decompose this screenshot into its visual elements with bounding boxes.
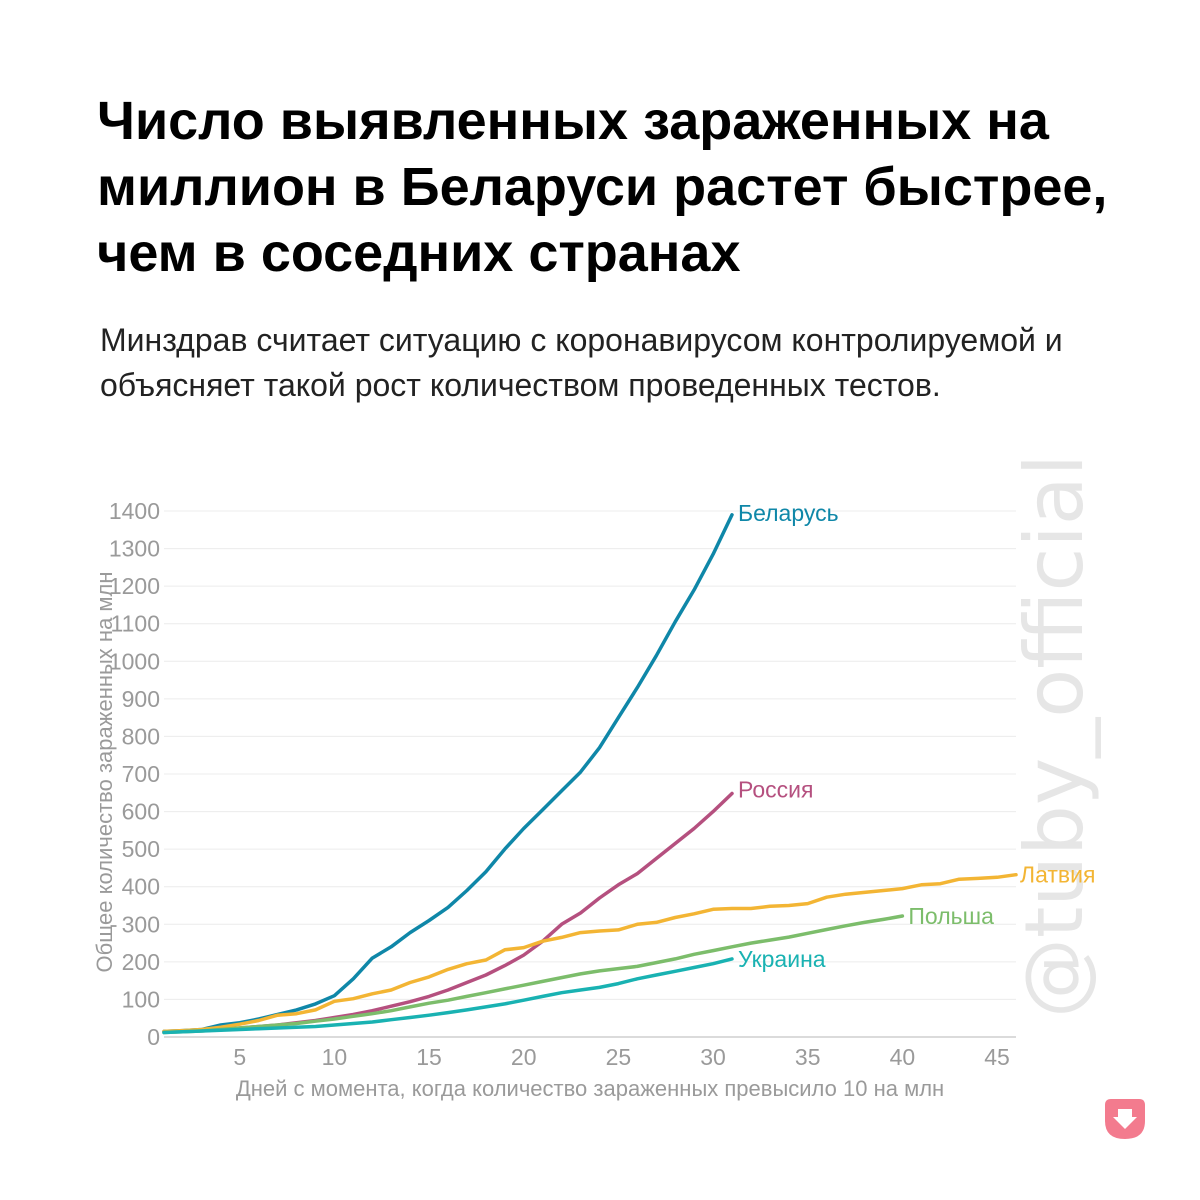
- x-tick-label: 20: [511, 1044, 537, 1070]
- y-tick-label: 600: [122, 799, 160, 825]
- y-tick-label: 700: [122, 761, 160, 787]
- x-tick-label: 25: [606, 1044, 632, 1070]
- y-tick-label: 0: [147, 1024, 160, 1050]
- y-tick-label: 100: [122, 986, 160, 1012]
- grid-lines: [164, 510, 1016, 1038]
- series-line: [162, 791, 734, 1034]
- series-label: Украина: [738, 946, 826, 972]
- series-labels: Беларусь Россия Латвия Польша Украина: [738, 500, 1095, 972]
- y-tick-label: 1000: [109, 648, 160, 674]
- x-tick-label: 30: [700, 1044, 726, 1070]
- tutby-logo-icon: [1105, 1099, 1145, 1139]
- series-line: [162, 872, 1018, 1034]
- series-line: [162, 914, 905, 1035]
- y-tick-label: 1300: [109, 536, 160, 562]
- y-tick-label: 500: [122, 836, 160, 862]
- x-tick-label: 45: [984, 1044, 1010, 1070]
- series-label: Латвия: [1020, 862, 1095, 888]
- series-line: [162, 957, 734, 1035]
- series-label: Польша: [908, 903, 994, 929]
- y-axis-title: Общее количество зараженных на млн: [92, 571, 117, 972]
- series-label: Беларусь: [738, 500, 839, 526]
- x-tick-label: 40: [890, 1044, 916, 1070]
- x-axis-title: Дней с момента, когда количество заражен…: [236, 1076, 944, 1101]
- y-tick-label: 300: [122, 911, 160, 937]
- x-tick-label: 5: [233, 1044, 246, 1070]
- y-tick-label: 900: [122, 686, 160, 712]
- page-subtitle: Минздрав считает ситуацию с коронавирусо…: [100, 322, 1063, 403]
- watermark-text: @tuby_official: [1008, 454, 1101, 1018]
- axes: 0 100 200 300 400 500 600 700 800 900 1000 1100 1200…: [92, 498, 1010, 1101]
- series-label: Россия: [738, 777, 813, 803]
- series-lines: [162, 513, 1018, 1035]
- x-tick-label: 35: [795, 1044, 821, 1070]
- y-tick-label: 1200: [109, 573, 160, 599]
- x-tick-label: 15: [416, 1044, 442, 1070]
- x-tick-label: 10: [322, 1044, 348, 1070]
- y-tick-label: 1100: [111, 611, 160, 637]
- series-line: [162, 513, 734, 1034]
- y-tick-label: 200: [122, 949, 160, 975]
- y-tick-label: 400: [122, 874, 160, 900]
- page-title: Число выявленных зараженных на миллион в…: [97, 91, 1108, 283]
- y-tick-label: 1400: [109, 498, 160, 524]
- y-tick-label: 800: [122, 723, 160, 749]
